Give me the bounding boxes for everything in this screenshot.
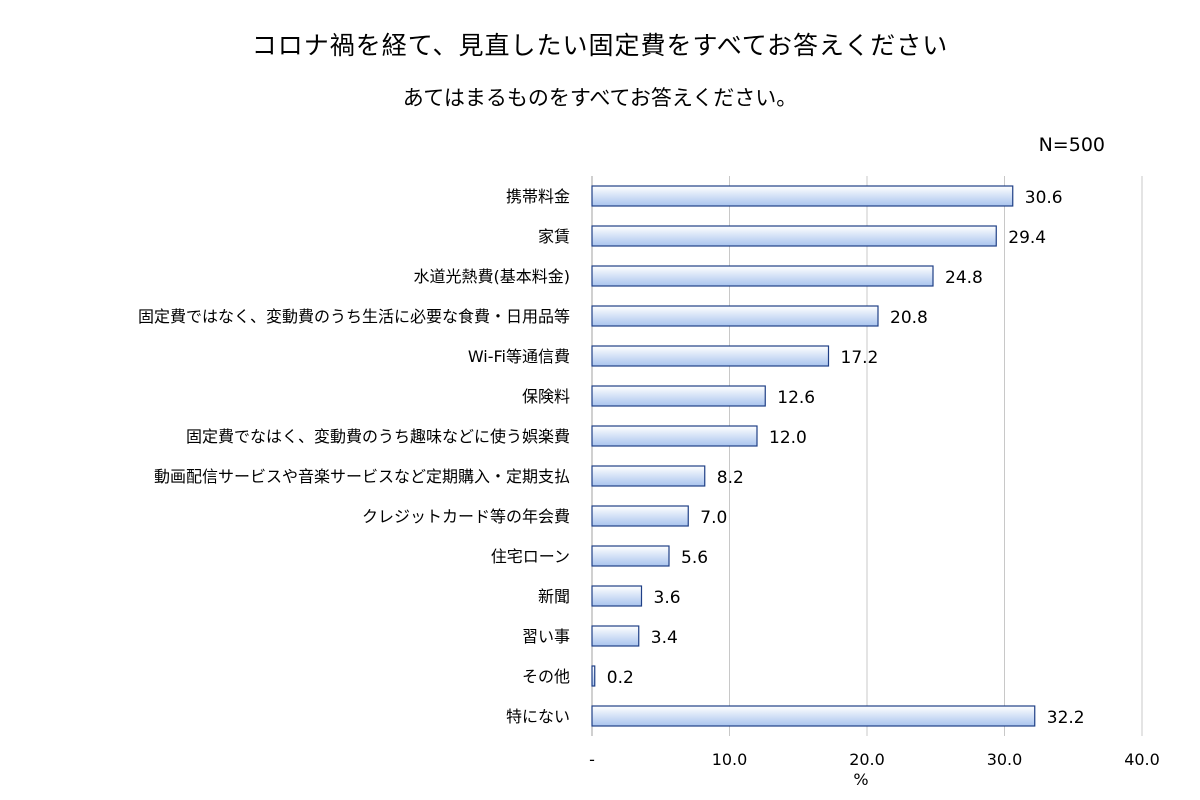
category-label: クレジットカード等の年会費 xyxy=(362,507,570,526)
bar xyxy=(591,345,830,367)
value-label: 30.6 xyxy=(1025,188,1063,208)
x-axis-label: % xyxy=(853,770,868,789)
category-label: 特にない xyxy=(506,707,570,726)
value-label: 29.4 xyxy=(1008,228,1046,248)
bar xyxy=(591,705,1036,727)
category-label: 携帯料金 xyxy=(506,187,570,206)
bar xyxy=(591,185,1014,207)
labels: 携帯料金 30.6 家賃 29.4 水道光熱費(基本料金) 24.8 固定費ではなく、変動費… xyxy=(138,187,1160,789)
category-label: その他 xyxy=(522,667,570,686)
bar xyxy=(591,225,997,247)
category-label: 新聞 xyxy=(538,587,570,606)
category-label: 水道光熱費(基本料金) xyxy=(414,267,571,286)
bar xyxy=(591,665,596,687)
value-label: 5.6 xyxy=(681,548,708,568)
bar xyxy=(591,305,879,327)
x-tick-label: 10.0 xyxy=(712,750,748,769)
bar xyxy=(591,585,643,607)
x-tick-label: 30.0 xyxy=(987,750,1023,769)
value-label: 3.6 xyxy=(654,588,681,608)
value-label: 24.8 xyxy=(945,268,983,288)
category-label: 動画配信サービスや音楽サービスなど定期購入・定期支払 xyxy=(154,467,570,486)
x-tick-label: 40.0 xyxy=(1124,750,1160,769)
bar xyxy=(591,545,670,567)
category-label: Wi-Fi等通信費 xyxy=(468,347,570,366)
value-label: 32.2 xyxy=(1047,708,1085,728)
category-label: 固定費でなはく、変動費のうち趣味などに使う娯楽費 xyxy=(186,427,570,446)
category-label: 保険料 xyxy=(522,387,570,406)
category-label: 家賃 xyxy=(538,227,570,246)
category-label: 住宅ローン xyxy=(491,547,570,566)
value-label: 8.2 xyxy=(717,468,744,488)
value-label: 7.0 xyxy=(700,508,727,528)
value-label: 17.2 xyxy=(841,348,879,368)
value-label: 12.6 xyxy=(777,388,815,408)
category-label: 習い事 xyxy=(522,627,570,646)
chart-subtitle: あてはまるものをすべてお答えください。 xyxy=(402,86,798,110)
value-label: 20.8 xyxy=(890,308,928,328)
value-label: 12.0 xyxy=(769,428,807,448)
x-tick-label: - xyxy=(589,750,595,769)
sample-size-note: N=500 xyxy=(1038,134,1105,156)
bar xyxy=(591,465,706,487)
bar xyxy=(591,385,766,407)
value-label: 0.2 xyxy=(607,668,634,688)
value-label: 3.4 xyxy=(651,628,678,648)
x-tick-label: 20.0 xyxy=(849,750,885,769)
grid-lines xyxy=(591,176,1143,736)
bars xyxy=(591,185,1036,727)
chart-title: コロナ禍を経て、見直したい固定費をすべてお答えください xyxy=(251,31,949,60)
bar xyxy=(591,505,689,527)
bar xyxy=(591,625,640,647)
category-label: 固定費ではなく、変動費のうち生活に必要な食費・日用品等 xyxy=(138,307,570,326)
bar xyxy=(591,265,934,287)
bar xyxy=(591,425,758,447)
